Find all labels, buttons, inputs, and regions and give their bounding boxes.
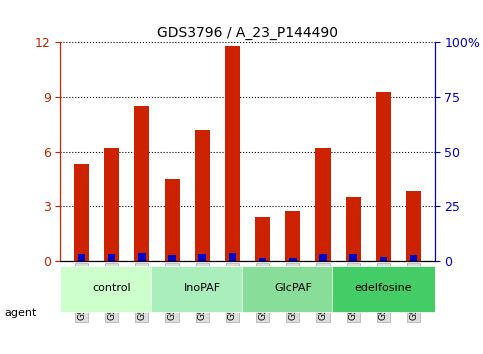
Text: GSM520263: GSM520263 bbox=[258, 265, 267, 320]
Bar bbox=[315, 148, 330, 261]
Bar bbox=[255, 217, 270, 261]
Bar bbox=[376, 92, 391, 261]
Text: GSM520257: GSM520257 bbox=[77, 265, 86, 320]
Text: GSM520261: GSM520261 bbox=[198, 265, 207, 320]
Bar bbox=[410, 255, 417, 261]
Bar bbox=[74, 164, 89, 261]
Text: GSM520265: GSM520265 bbox=[318, 265, 327, 320]
Text: InoPAF: InoPAF bbox=[184, 283, 221, 293]
Bar bbox=[285, 211, 300, 261]
Bar bbox=[60, 266, 163, 312]
Bar bbox=[289, 258, 297, 261]
Bar bbox=[104, 148, 119, 261]
Bar bbox=[108, 254, 115, 261]
Text: control: control bbox=[92, 283, 131, 293]
Text: GSM520266: GSM520266 bbox=[349, 265, 358, 320]
Bar bbox=[151, 266, 254, 312]
Bar bbox=[228, 253, 236, 261]
Text: GSM520267: GSM520267 bbox=[379, 265, 388, 320]
Bar bbox=[165, 179, 180, 261]
Bar bbox=[380, 257, 387, 261]
Bar bbox=[259, 258, 267, 261]
Text: GSM520268: GSM520268 bbox=[409, 265, 418, 320]
Bar bbox=[346, 197, 361, 261]
Title: GDS3796 / A_23_P144490: GDS3796 / A_23_P144490 bbox=[157, 26, 338, 40]
Bar bbox=[406, 192, 421, 261]
Text: GSM520259: GSM520259 bbox=[137, 265, 146, 320]
Text: GSM520260: GSM520260 bbox=[168, 265, 177, 320]
Text: agent: agent bbox=[5, 308, 37, 318]
Text: GSM520258: GSM520258 bbox=[107, 265, 116, 320]
Bar bbox=[199, 254, 206, 261]
Bar bbox=[138, 253, 146, 261]
Bar bbox=[78, 254, 85, 261]
Bar bbox=[319, 254, 327, 261]
Bar bbox=[225, 46, 240, 261]
Text: GSM520262: GSM520262 bbox=[228, 265, 237, 320]
Bar bbox=[242, 266, 344, 312]
Text: edelfosine: edelfosine bbox=[355, 283, 412, 293]
Bar bbox=[134, 106, 149, 261]
Bar bbox=[332, 266, 435, 312]
Bar bbox=[349, 255, 357, 261]
Text: GlcPAF: GlcPAF bbox=[274, 283, 312, 293]
Bar bbox=[168, 255, 176, 261]
Bar bbox=[195, 130, 210, 261]
Text: GSM520264: GSM520264 bbox=[288, 265, 298, 320]
